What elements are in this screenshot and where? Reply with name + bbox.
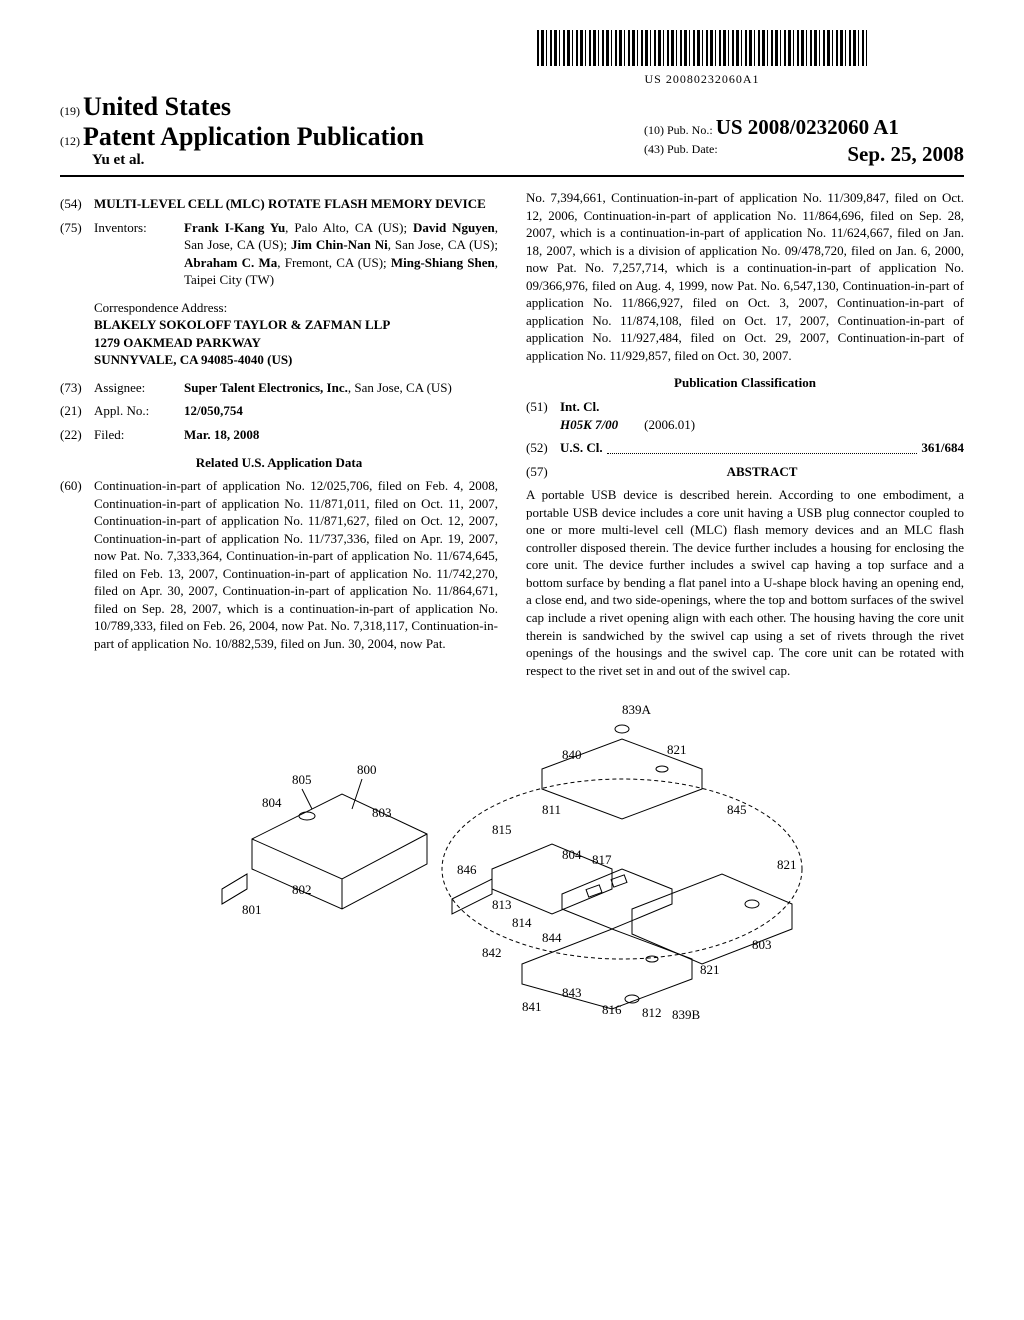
pub-date: Sep. 25, 2008 <box>847 142 964 167</box>
left-column: (54) MULTI-LEVEL CELL (MLC) ROTATE FLASH… <box>60 189 498 679</box>
related-title: Related U.S. Application Data <box>60 454 498 472</box>
svg-text:821: 821 <box>777 857 797 872</box>
country: United States <box>83 92 231 121</box>
pub-date-num: (43) <box>644 142 664 156</box>
svg-text:811: 811 <box>542 802 561 817</box>
pub-no-label: Pub. No.: <box>667 123 713 137</box>
svg-text:840: 840 <box>562 747 582 762</box>
svg-text:817: 817 <box>592 852 612 867</box>
applno-label: Appl. No.: <box>94 402 184 420</box>
svg-text:816: 816 <box>602 1002 622 1017</box>
correspondence-line-0: BLAKELY SOKOLOFF TAYLOR & ZAFMAN LLP <box>94 316 498 334</box>
doc-type-num: (12) <box>60 134 80 148</box>
country-num: (19) <box>60 104 80 118</box>
title-text: MULTI-LEVEL CELL (MLC) ROTATE FLASH MEMO… <box>94 195 498 213</box>
svg-text:845: 845 <box>727 802 747 817</box>
title-row: (54) MULTI-LEVEL CELL (MLC) ROTATE FLASH… <box>60 195 498 213</box>
assignee-row: (73) Assignee: Super Talent Electronics,… <box>60 379 498 397</box>
body-columns: (54) MULTI-LEVEL CELL (MLC) ROTATE FLASH… <box>60 189 964 679</box>
header: (19) United States (12) Patent Applicati… <box>60 92 964 177</box>
header-left: (19) United States (12) Patent Applicati… <box>60 92 424 169</box>
svg-text:841: 841 <box>522 999 542 1014</box>
svg-text:842: 842 <box>482 945 502 960</box>
right-column: No. 7,394,661, Continuation-in-part of a… <box>526 189 964 679</box>
applno-row: (21) Appl. No.: 12/050,754 <box>60 402 498 420</box>
abstract-num: (57) <box>526 463 560 481</box>
assignee-num: (73) <box>60 379 94 397</box>
svg-text:821: 821 <box>667 742 687 757</box>
applno-val: 12/050,754 <box>184 402 498 420</box>
pub-class-title: Publication Classification <box>526 374 964 392</box>
intcl-label: Int. Cl. <box>560 399 599 414</box>
uscl-num: (52) <box>526 439 560 457</box>
intcl-num: (51) <box>526 398 560 433</box>
related-cont: No. 7,394,661, Continuation-in-part of a… <box>526 189 964 364</box>
filed-label: Filed: <box>94 426 184 444</box>
barcode-block: US 20080232060A1 <box>440 30 964 87</box>
svg-text:839B: 839B <box>672 1007 701 1019</box>
abstract-title: ABSTRACT <box>560 463 964 481</box>
inventors-text: Frank I-Kang Yu, Palo Alto, CA (US); Dav… <box>184 219 498 289</box>
intcl-row: (51) Int. Cl. H05K 7/00 (2006.01) <box>526 398 964 433</box>
svg-text:803: 803 <box>372 805 392 820</box>
figure-svg: 805 800 804 803 802 801 839A 840 821 811… <box>192 699 832 1019</box>
svg-text:804: 804 <box>262 795 282 810</box>
svg-text:802: 802 <box>292 882 312 897</box>
svg-text:814: 814 <box>512 915 532 930</box>
uscl-label: U.S. Cl. <box>560 439 603 457</box>
intcl-code: H05K 7/00 <box>560 417 618 432</box>
inventors-num: (75) <box>60 219 94 289</box>
abstract-header: (57) ABSTRACT <box>526 463 964 481</box>
intcl-year: (2006.01) <box>644 417 695 432</box>
svg-text:804: 804 <box>562 847 582 862</box>
barcode-text: US 20080232060A1 <box>440 72 964 87</box>
doc-type: Patent Application Publication <box>83 122 424 151</box>
svg-text:846: 846 <box>457 862 477 877</box>
assignee-val: Super Talent Electronics, Inc., San Jose… <box>184 379 498 397</box>
correspondence: Correspondence Address: BLAKELY SOKOLOFF… <box>94 299 498 369</box>
pub-no-num: (10) <box>644 123 664 137</box>
assignee-rest: , San Jose, CA (US) <box>348 380 452 395</box>
uscl-val: 361/684 <box>921 439 964 457</box>
figure: 805 800 804 803 802 801 839A 840 821 811… <box>60 699 964 1023</box>
pub-no: US 2008/0232060 A1 <box>716 115 899 139</box>
barcode-graphic <box>537 30 867 66</box>
filed-val: Mar. 18, 2008 <box>184 426 498 444</box>
related-row: (60) Continuation-in-part of application… <box>60 477 498 652</box>
assignee-bold: Super Talent Electronics, Inc. <box>184 380 348 395</box>
intcl-val: Int. Cl. H05K 7/00 (2006.01) <box>560 398 964 433</box>
svg-text:821: 821 <box>700 962 720 977</box>
correspondence-line-2: SUNNYVALE, CA 94085-4040 (US) <box>94 351 498 369</box>
svg-text:813: 813 <box>492 897 512 912</box>
correspondence-label: Correspondence Address: <box>94 299 498 317</box>
svg-text:801: 801 <box>242 902 262 917</box>
svg-text:843: 843 <box>562 985 582 1000</box>
applno-num: (21) <box>60 402 94 420</box>
correspondence-line-1: 1279 OAKMEAD PARKWAY <box>94 334 498 352</box>
abstract-text: A portable USB device is described herei… <box>526 486 964 679</box>
svg-text:839A: 839A <box>622 702 652 717</box>
filed-num: (22) <box>60 426 94 444</box>
svg-text:805: 805 <box>292 772 312 787</box>
filed-row: (22) Filed: Mar. 18, 2008 <box>60 426 498 444</box>
related-num: (60) <box>60 477 94 652</box>
inventors-row: (75) Inventors: Frank I-Kang Yu, Palo Al… <box>60 219 498 289</box>
svg-text:800: 800 <box>357 762 377 777</box>
assignee-label: Assignee: <box>94 379 184 397</box>
svg-text:844: 844 <box>542 930 562 945</box>
svg-text:803: 803 <box>752 937 772 952</box>
header-right: (10) Pub. No.: US 2008/0232060 A1 (43) P… <box>644 113 964 169</box>
svg-text:812: 812 <box>642 1005 662 1019</box>
authors: Yu et al. <box>60 152 424 169</box>
svg-text:815: 815 <box>492 822 512 837</box>
uscl-dots <box>607 453 918 454</box>
title-num: (54) <box>60 195 94 213</box>
inventors-label: Inventors: <box>94 219 184 289</box>
related-text: Continuation-in-part of application No. … <box>94 477 498 652</box>
pub-date-label: Pub. Date: <box>667 142 718 156</box>
uscl-row: (52) U.S. Cl. 361/684 <box>526 439 964 457</box>
